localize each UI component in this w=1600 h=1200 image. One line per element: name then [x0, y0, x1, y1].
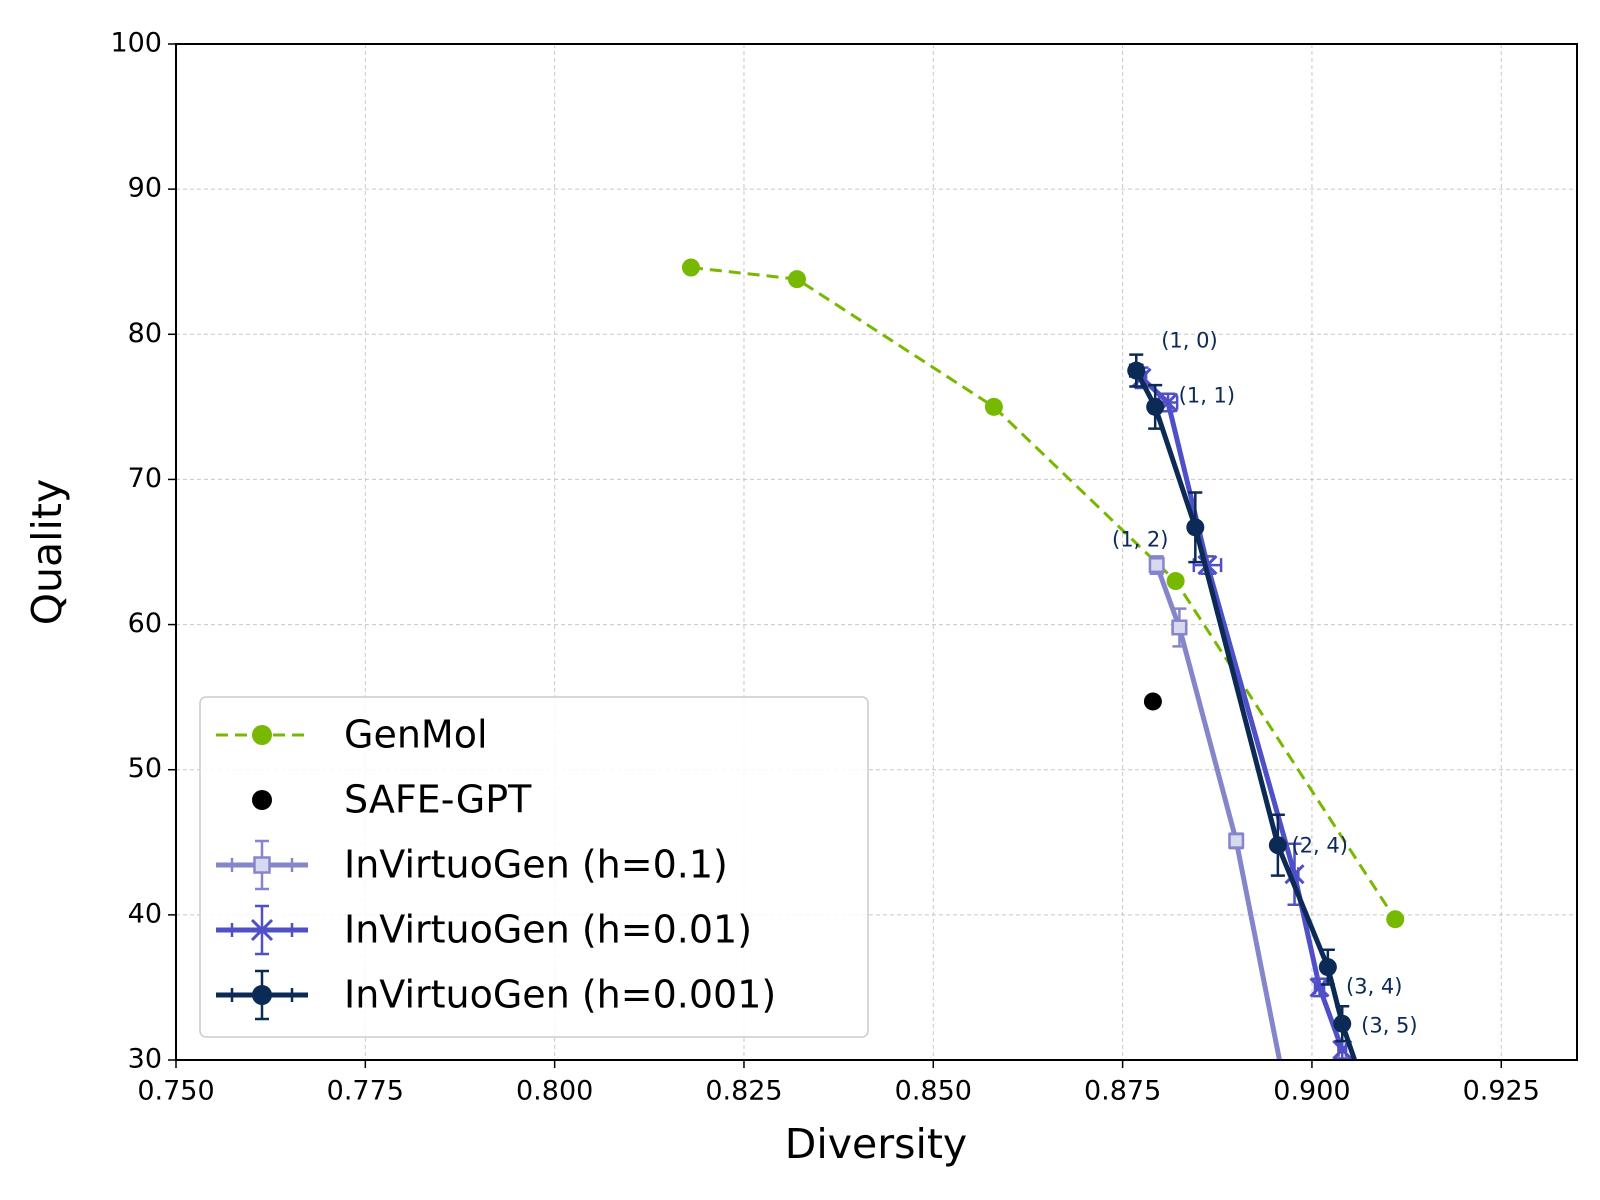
legend-label: InVirtuoGen (h=0.1)	[344, 843, 728, 887]
series	[1148, 555, 1283, 1060]
marker	[1318, 958, 1337, 977]
y-tick-label: 60	[128, 608, 162, 639]
error-bar-y	[1372, 1115, 1386, 1150]
marker	[1166, 572, 1185, 591]
marker	[984, 397, 1003, 416]
y-tick-label: 90	[128, 173, 162, 204]
annotation: (3, 4)	[1346, 974, 1402, 998]
x-axis-label: Diversity	[785, 1120, 967, 1168]
marker	[252, 985, 272, 1005]
marker	[1127, 361, 1146, 380]
marker	[1386, 910, 1405, 929]
marker	[1148, 557, 1165, 574]
x-tick-label: 0.850	[895, 1076, 972, 1107]
x-tick-label: 0.825	[705, 1076, 782, 1107]
marker	[1171, 619, 1188, 636]
series-line	[690, 266, 1397, 921]
legend-label: GenMol	[344, 713, 488, 757]
y-tick-label: 40	[128, 898, 162, 929]
marker	[1309, 977, 1330, 998]
annotation: (1, 0)	[1161, 329, 1217, 353]
x-tick-label: 0.800	[516, 1076, 593, 1107]
y-tick-label: 30	[128, 1044, 162, 1075]
error-bar-x	[1376, 1126, 1384, 1140]
legend-label: InVirtuoGen (h=0.01)	[344, 908, 752, 952]
marker	[252, 725, 272, 745]
marker	[1333, 1014, 1352, 1033]
marker	[253, 856, 271, 874]
axes-frame	[175, 43, 1578, 1061]
x-tick-label: 0.925	[1463, 1076, 1540, 1107]
marker	[787, 270, 806, 289]
x-tick-label: 0.775	[327, 1076, 404, 1107]
legend: GenMol SAFE-GPT InVirtuoGen (h=0.1) InVirtu…	[199, 696, 869, 1038]
marker	[1146, 397, 1165, 416]
marker	[1268, 836, 1287, 855]
series	[681, 258, 1405, 929]
marker	[681, 258, 700, 277]
x-tick-label: 0.875	[1084, 1076, 1161, 1107]
marker	[1186, 518, 1205, 537]
y-tick-label: 70	[128, 463, 162, 494]
x-tick-label: 0.900	[1273, 1076, 1350, 1107]
y-tick-label: 100	[110, 28, 162, 59]
series-line	[1154, 564, 1283, 1060]
x-tick-label: 0.750	[137, 1076, 214, 1107]
y-axis-label: Quality	[23, 479, 71, 626]
legend-label: InVirtuoGen (h=0.001)	[344, 973, 776, 1017]
annotation: (2, 4)	[1291, 834, 1347, 858]
series	[1127, 353, 1388, 1150]
series	[1143, 692, 1162, 711]
annotation: (1, 2)	[1112, 527, 1168, 551]
y-tick-label: 80	[128, 318, 162, 349]
legend-label: SAFE-GPT	[344, 778, 532, 822]
y-tick-label: 50	[128, 753, 162, 784]
annotation: (1, 1)	[1179, 384, 1235, 408]
marker	[252, 790, 272, 810]
plot-area	[681, 258, 1405, 1150]
legend-box	[199, 696, 869, 1038]
marker	[1228, 832, 1245, 849]
marker	[1370, 1124, 1388, 1142]
marker	[250, 918, 274, 942]
annotation: (3, 5)	[1361, 1014, 1417, 1038]
marker	[1143, 692, 1162, 711]
